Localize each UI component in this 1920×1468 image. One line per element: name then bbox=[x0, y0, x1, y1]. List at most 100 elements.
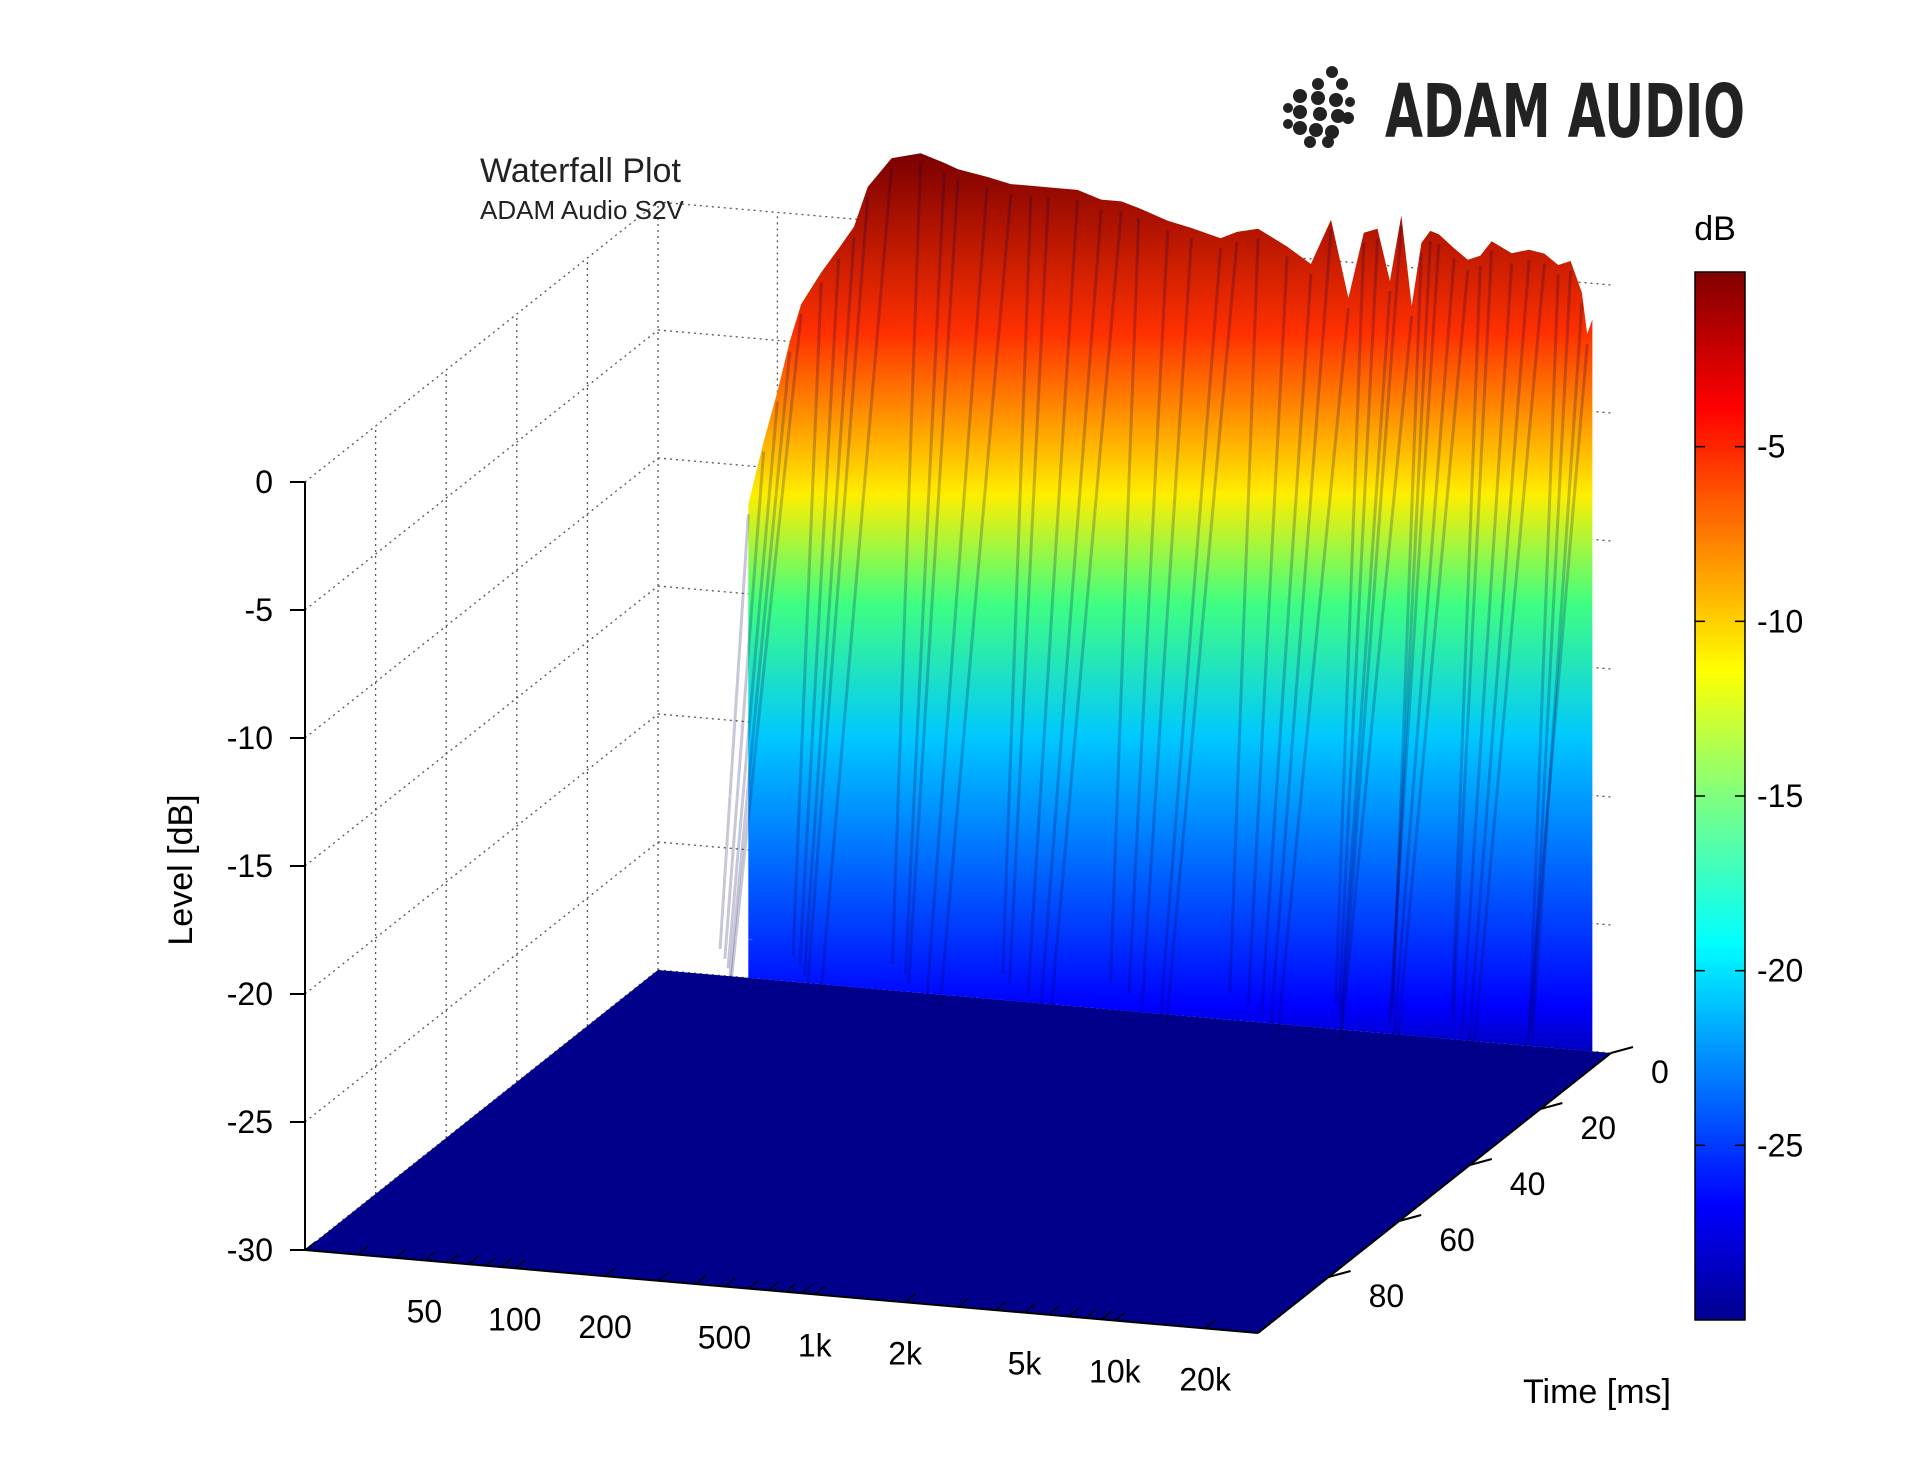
colorbar-ticks: -5 -10 -15 -20 -25 bbox=[1695, 429, 1803, 1163]
decay-step-edge bbox=[663, 455, 682, 459]
grid-line-z bbox=[304, 585, 659, 867]
decay-ridge bbox=[938, 193, 1013, 1006]
x-minor-tick bbox=[747, 1279, 760, 1290]
x-minor-tick bbox=[800, 1284, 813, 1294]
x-minor-tick bbox=[447, 1253, 460, 1263]
x-minor-tick bbox=[767, 1281, 780, 1291]
x-tick-label: 200 bbox=[578, 1309, 631, 1345]
logo-dot bbox=[1293, 105, 1307, 119]
colorbar-tick-label: -10 bbox=[1757, 603, 1803, 639]
decay-ridge bbox=[1246, 256, 1289, 1005]
x-minor-tick bbox=[485, 1256, 497, 1267]
decay-ridge bbox=[1339, 225, 1403, 1032]
decay-ridge bbox=[1001, 195, 1033, 974]
decay-ridge bbox=[1460, 263, 1514, 1033]
decay-ridge bbox=[1276, 307, 1350, 1036]
decay-ridge bbox=[1387, 244, 1441, 1027]
logo-dot bbox=[1312, 78, 1324, 90]
decay-ridge bbox=[723, 451, 766, 959]
decay-ridges bbox=[663, 163, 1589, 1053]
logo-dot bbox=[1331, 109, 1345, 123]
y-tick-label: 40 bbox=[1510, 1166, 1546, 1202]
y-tick-label: 20 bbox=[1580, 1110, 1616, 1146]
y-tick-label: 0 bbox=[1651, 1054, 1669, 1090]
grid-line-z bbox=[304, 457, 659, 739]
x-minor-tick bbox=[1085, 1309, 1097, 1319]
x-tick-label: 2k bbox=[888, 1335, 923, 1371]
colorbar-label: dB bbox=[1694, 210, 1736, 248]
decay-ridge bbox=[1472, 263, 1546, 1053]
logo-dot bbox=[1345, 97, 1355, 107]
x-minor-tick bbox=[1024, 1303, 1036, 1314]
x-minor-tick bbox=[1114, 1311, 1126, 1322]
logo-dot bbox=[1342, 112, 1354, 124]
colorbar-tick-label: -5 bbox=[1757, 429, 1785, 465]
logo-dot bbox=[1293, 89, 1307, 103]
y-tick-label: 60 bbox=[1439, 1222, 1475, 1258]
chart-title: Waterfall Plot bbox=[480, 152, 681, 190]
logo-dot bbox=[1313, 107, 1327, 121]
x-minor-tick bbox=[423, 1251, 436, 1261]
x-minor-tick bbox=[467, 1255, 480, 1265]
decay-ridge bbox=[1531, 302, 1584, 1039]
logo-dot bbox=[1304, 136, 1316, 148]
decay-ridge bbox=[726, 401, 779, 969]
decay-ridge bbox=[1159, 248, 1223, 1016]
x-minor-tick bbox=[304, 1241, 316, 1251]
decay-ridge bbox=[729, 313, 803, 988]
y-axis-line bbox=[1257, 1052, 1612, 1334]
logo-dot bbox=[1309, 123, 1323, 137]
decay-step-edge bbox=[691, 612, 711, 616]
decay-step-edge bbox=[734, 936, 753, 941]
grid-line-z bbox=[304, 329, 659, 611]
y-tick bbox=[1469, 1158, 1493, 1166]
decay-ridge bbox=[803, 236, 856, 976]
decay-ridge bbox=[1108, 217, 1141, 984]
x-tick-label: 5k bbox=[1008, 1346, 1043, 1382]
decay-ridge bbox=[1528, 274, 1560, 1020]
decay-ridge bbox=[1451, 251, 1494, 1023]
x-axis-line bbox=[304, 1249, 1259, 1334]
grid-line-z bbox=[304, 713, 659, 995]
x-tick-label: 500 bbox=[698, 1320, 751, 1356]
decay-ridge bbox=[806, 196, 870, 985]
x-tick-label: 1k bbox=[798, 1327, 833, 1363]
decay-ridge bbox=[903, 172, 946, 975]
decay-ridge bbox=[890, 163, 923, 965]
decay-ridge bbox=[1127, 230, 1170, 995]
z-tick-label: -5 bbox=[245, 592, 273, 628]
decay-ridge bbox=[1467, 259, 1531, 1043]
x-minor-tick bbox=[500, 1258, 512, 1268]
brand-logo: ADAM AUDIO bbox=[1283, 66, 1745, 155]
decay-ridge bbox=[1390, 240, 1432, 1017]
logo-dot bbox=[1322, 136, 1334, 148]
z-tick-label: 0 bbox=[255, 464, 273, 500]
x-minor-tick bbox=[814, 1285, 826, 1295]
decay-ridge bbox=[1039, 209, 1103, 1006]
y-tick bbox=[1540, 1102, 1563, 1110]
decay-ridge bbox=[1339, 315, 1414, 1041]
x-minor-tick bbox=[724, 1277, 736, 1288]
x-minor-tick bbox=[1257, 1324, 1269, 1334]
waterfall-surface bbox=[305, 153, 1611, 1333]
adam-dots-logo-icon bbox=[1283, 66, 1355, 148]
colorbar-tick-label: -20 bbox=[1757, 953, 1803, 989]
x-minor-tick bbox=[657, 1271, 669, 1282]
decay-ridge bbox=[1339, 291, 1392, 1022]
logo-dot bbox=[1311, 91, 1325, 105]
x-minor-tick bbox=[995, 1301, 1007, 1311]
z-tick-label: -20 bbox=[227, 976, 273, 1012]
decay-ridge bbox=[798, 258, 841, 966]
colorbar-tick-label: -25 bbox=[1757, 1127, 1803, 1163]
x-minor-tick bbox=[957, 1297, 969, 1308]
chart-subtitle: ADAM Audio S2V bbox=[480, 195, 684, 225]
x-minor-tick bbox=[1204, 1319, 1217, 1329]
x-tick-label: 50 bbox=[407, 1293, 443, 1329]
decay-ridge bbox=[1228, 238, 1260, 994]
x-minor-tick bbox=[904, 1293, 917, 1303]
grid-line-z bbox=[304, 201, 659, 483]
decay-ridge bbox=[718, 514, 750, 950]
decay-ridge bbox=[1334, 242, 1366, 1003]
x-tick-label: 10k bbox=[1089, 1354, 1142, 1390]
